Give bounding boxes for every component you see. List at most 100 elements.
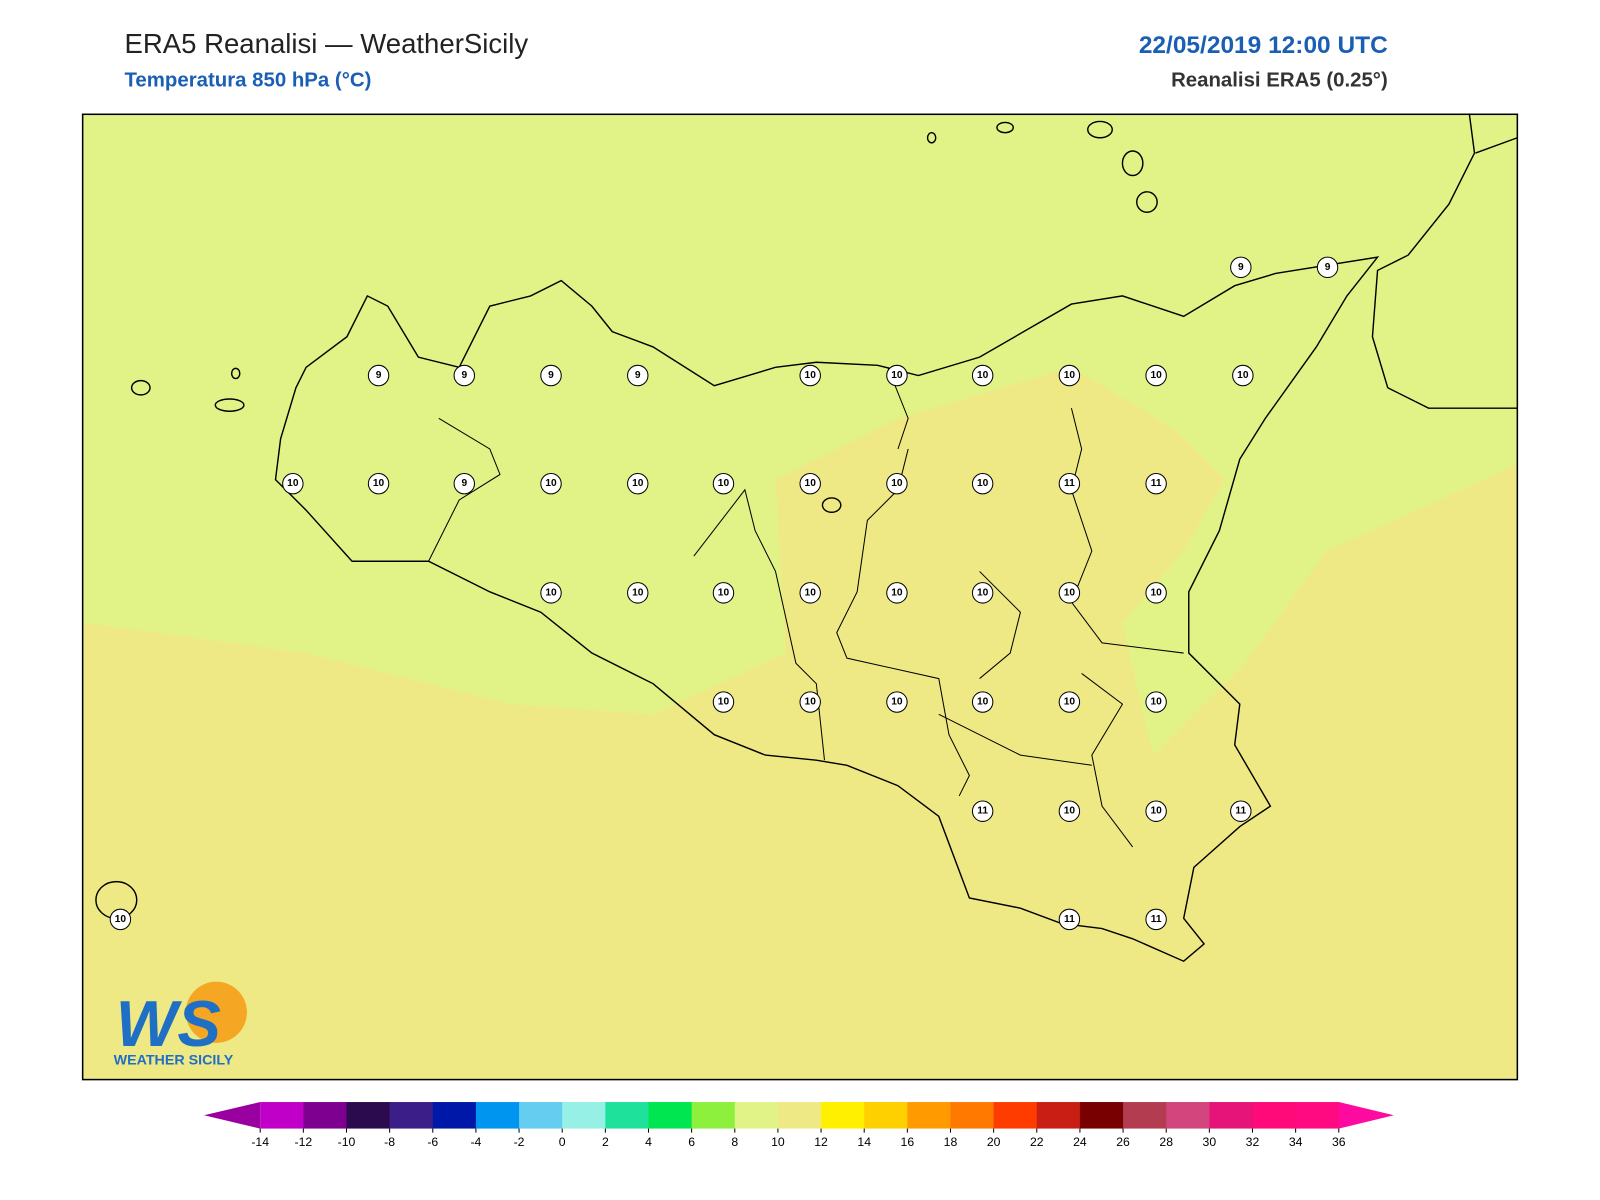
station: 10 bbox=[367, 472, 390, 495]
logo-letters: WS bbox=[116, 987, 221, 1060]
station-marker bbox=[712, 691, 735, 713]
station-value: 10 bbox=[891, 478, 903, 489]
station-value: 9 bbox=[635, 370, 641, 381]
colorbar-tick-label: 28 bbox=[1159, 1135, 1173, 1149]
colorbar-tick-label: 12 bbox=[814, 1135, 828, 1149]
station: 10 bbox=[799, 691, 821, 713]
station-value: 9 bbox=[376, 370, 382, 381]
station-marker bbox=[1232, 364, 1254, 387]
colorbar-tick-label: 36 bbox=[1332, 1135, 1346, 1149]
colorbar-tick-label: 0 bbox=[559, 1135, 566, 1149]
colorbar-tick-label: 26 bbox=[1116, 1135, 1130, 1149]
station-value: 10 bbox=[1064, 697, 1076, 708]
temperature-zone bbox=[82, 367, 1518, 1080]
station: 10 bbox=[627, 472, 649, 495]
station-value: 10 bbox=[977, 587, 989, 598]
calabria-coast bbox=[1475, 137, 1518, 154]
station-marker bbox=[886, 364, 908, 387]
station-value: 10 bbox=[373, 478, 385, 489]
station-value: 10 bbox=[1150, 806, 1162, 817]
station: 11 bbox=[1145, 472, 1167, 495]
colorbar-segment bbox=[1166, 1102, 1210, 1129]
station-value: 10 bbox=[1237, 370, 1249, 381]
island bbox=[1121, 150, 1144, 177]
station: 10 bbox=[1145, 364, 1167, 387]
title: ERA5 Reanalisi — WeatherSicily bbox=[124, 28, 528, 59]
station-value: 11 bbox=[1064, 478, 1075, 489]
colorbar: -14 -12 -10 -8 -6 -4 -2 0 2 4 6 8 10 12 14 16 18 20 22 24 26… bbox=[204, 1102, 1394, 1149]
station-value: 10 bbox=[891, 370, 903, 381]
station: 10 bbox=[799, 472, 821, 495]
colorbar-segment bbox=[950, 1102, 995, 1129]
colorbar-segment bbox=[562, 1102, 606, 1129]
colorbar-tick-label: -14 bbox=[251, 1135, 269, 1149]
station: 10 bbox=[712, 472, 735, 495]
colorbar-segment bbox=[1036, 1102, 1081, 1129]
station: 10 bbox=[627, 582, 649, 604]
station-value: 10 bbox=[287, 478, 299, 489]
station-marker bbox=[367, 364, 390, 387]
station: 10 bbox=[971, 364, 994, 387]
station-value: 10 bbox=[1064, 806, 1076, 817]
station-value: 10 bbox=[891, 697, 903, 708]
station-marker bbox=[1316, 256, 1339, 279]
station-value: 10 bbox=[805, 478, 817, 489]
station-value: 10 bbox=[632, 587, 644, 598]
station-value: 9 bbox=[548, 370, 554, 381]
island bbox=[1087, 120, 1113, 139]
station-marker bbox=[627, 472, 649, 495]
station: 11 bbox=[1145, 908, 1167, 931]
station-marker bbox=[712, 472, 735, 495]
station-marker bbox=[1058, 800, 1081, 822]
map: 9 9 9 9 9 9 10 10 10 10 10 10 10 10 9 10 10 10 10 10 10 11 11 1… bbox=[81, 113, 1519, 1081]
station-value: 10 bbox=[805, 370, 817, 381]
station-value: 10 bbox=[1150, 587, 1162, 598]
source: Reanalisi ERA5 (0.25°) bbox=[1171, 70, 1388, 92]
station-marker bbox=[1058, 908, 1081, 931]
sicily-coast bbox=[274, 256, 1380, 963]
island bbox=[230, 367, 241, 380]
station: 11 bbox=[1230, 800, 1252, 822]
colorbar-segment bbox=[864, 1102, 908, 1129]
station: 10 bbox=[971, 582, 994, 604]
station-marker bbox=[1230, 256, 1252, 279]
station-marker bbox=[627, 364, 649, 387]
station: 10 bbox=[109, 908, 132, 931]
station-value: 10 bbox=[805, 697, 817, 708]
datetime: 22/05/2019 12:00 UTC bbox=[1139, 32, 1388, 59]
colorbar-tick-label: 4 bbox=[645, 1135, 652, 1149]
station: 10 bbox=[1232, 364, 1254, 387]
station-value: 9 bbox=[1238, 262, 1244, 273]
station-value: 10 bbox=[977, 697, 989, 708]
station-value: 11 bbox=[977, 806, 988, 817]
colorbar-tick-label: 2 bbox=[602, 1135, 609, 1149]
station-marker bbox=[1145, 908, 1167, 931]
colorbar-tick-label: -8 bbox=[384, 1135, 395, 1149]
station-value: 11 bbox=[1151, 914, 1162, 925]
colorbar-segment bbox=[346, 1102, 391, 1129]
station: 9 bbox=[1316, 256, 1339, 279]
station: 10 bbox=[1058, 691, 1081, 713]
station: 10 bbox=[1058, 800, 1081, 822]
island bbox=[214, 398, 245, 412]
station: 10 bbox=[799, 582, 821, 604]
colorbar-segment bbox=[605, 1102, 649, 1129]
station: 9 bbox=[540, 364, 562, 387]
station: 10 bbox=[1058, 582, 1081, 604]
colorbar-tick-label: -6 bbox=[427, 1135, 438, 1149]
colorbar-tick-label: -10 bbox=[338, 1135, 356, 1149]
station-marker bbox=[1145, 582, 1167, 604]
station-marker bbox=[799, 472, 821, 495]
island bbox=[1136, 191, 1158, 213]
station-marker bbox=[1058, 582, 1081, 604]
logo-sun bbox=[185, 981, 247, 1043]
station-marker bbox=[971, 472, 994, 495]
station-marker bbox=[1058, 472, 1081, 495]
colorbar-tick-label: 6 bbox=[688, 1135, 695, 1149]
station: 10 bbox=[971, 472, 994, 495]
station-marker bbox=[971, 691, 994, 713]
colorbar-segment bbox=[1123, 1102, 1167, 1129]
station-marker bbox=[1145, 691, 1167, 713]
station-value: 10 bbox=[1064, 587, 1076, 598]
station-marker bbox=[1145, 364, 1167, 387]
